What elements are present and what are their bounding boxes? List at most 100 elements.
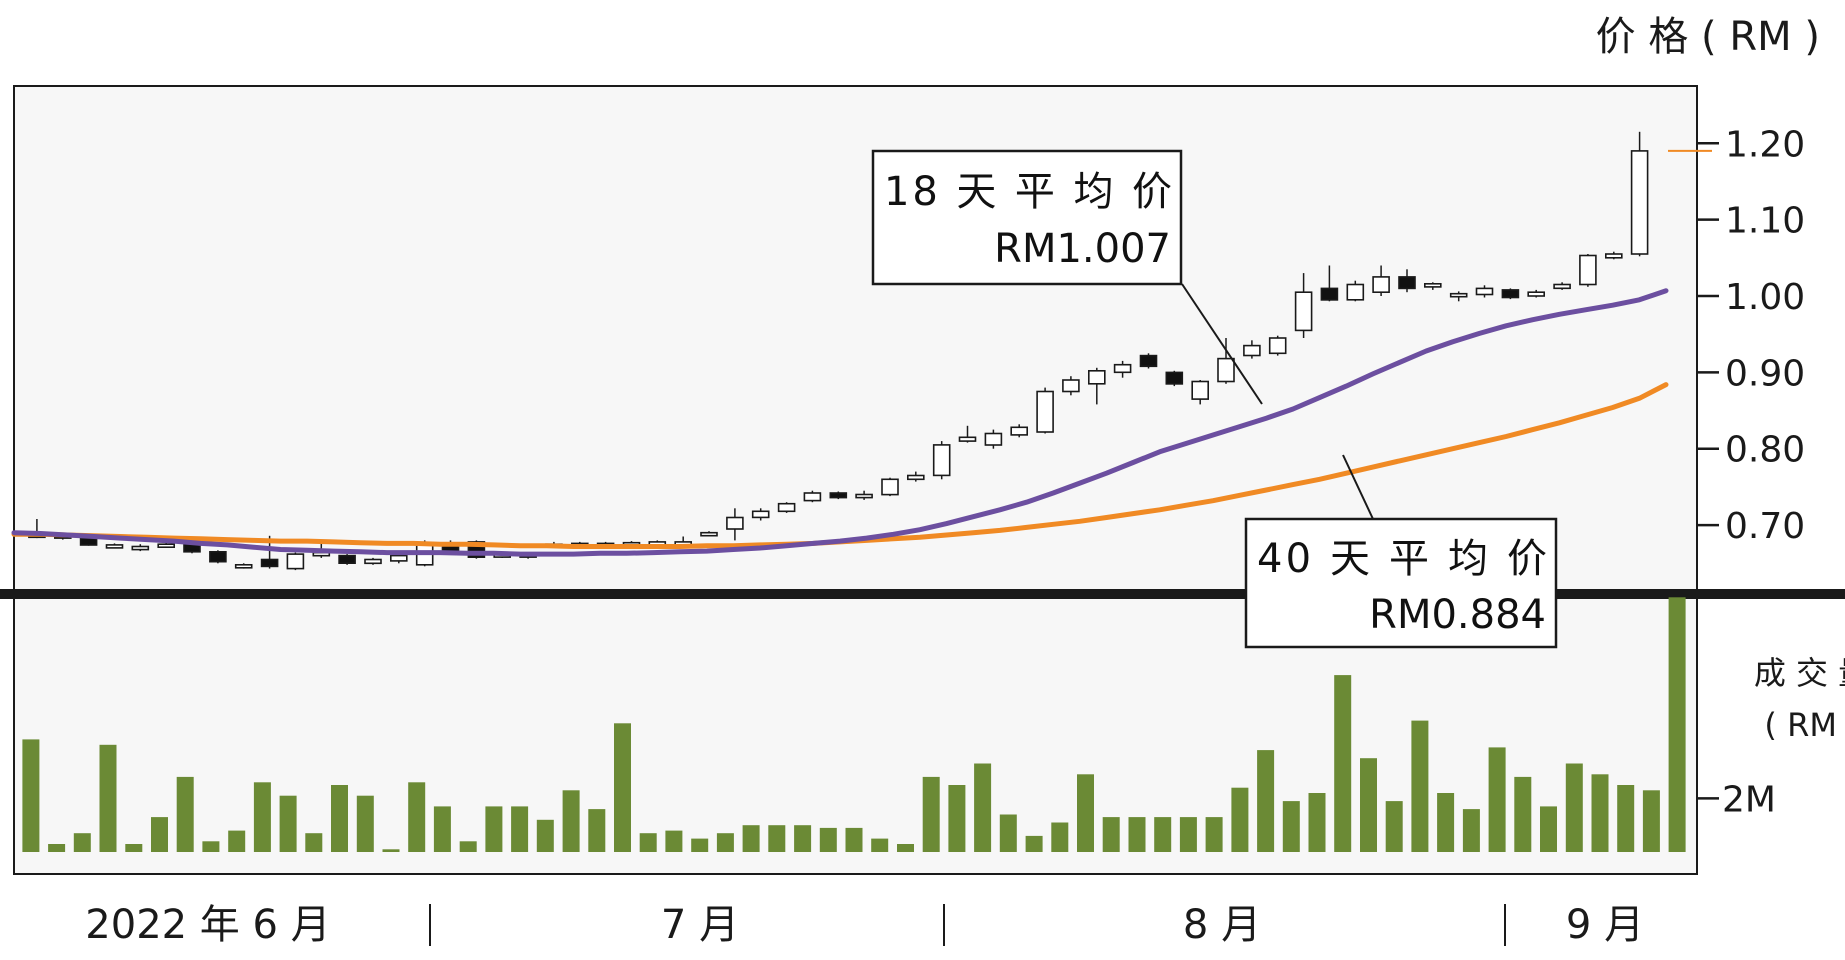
volume-bar: [1025, 835, 1043, 852]
candle: [958, 425, 977, 443]
candle-body: [726, 516, 744, 530]
volume-bar: [1128, 817, 1146, 852]
volume-bar: [151, 817, 168, 852]
ma18-value: RM1.007: [994, 226, 1171, 272]
volume-bar: [1077, 774, 1094, 852]
candle: [131, 544, 150, 552]
candle: [803, 490, 822, 503]
candle: [855, 490, 873, 500]
volume-bar: [125, 844, 143, 852]
volume-bar: [768, 825, 786, 852]
month-label: 2022 年 6 月: [85, 902, 330, 948]
panel-divider: [0, 589, 1845, 599]
volume-bar: [228, 830, 246, 852]
candle-body: [1294, 291, 1313, 332]
volume-bar: [1231, 787, 1249, 852]
volume-bar: [1308, 793, 1326, 852]
volume-bar: [1617, 785, 1635, 852]
candle: [1527, 289, 1545, 298]
candle: [726, 508, 744, 541]
month-label: 7 月: [661, 902, 739, 948]
candle-body: [1113, 363, 1132, 374]
volume-bar: [485, 806, 503, 852]
volume-bar: [305, 833, 323, 852]
volume-unit-label-line1: 成 交 量: [1754, 654, 1845, 692]
price-tick-label: 1.10: [1725, 201, 1805, 242]
volume-bars: [22, 597, 1686, 852]
candle: [1501, 288, 1520, 300]
candle: [286, 552, 305, 571]
candle-body: [984, 432, 1003, 446]
candle: [1398, 269, 1416, 293]
candle-body: [700, 531, 718, 537]
candle-body: [157, 543, 175, 549]
ma18-label: 18 天 平 均 价: [884, 169, 1172, 215]
volume-bar: [1360, 758, 1377, 852]
candle-body: [1165, 371, 1184, 385]
candle-body: [881, 478, 899, 496]
volume-bar: [536, 819, 554, 852]
volume-bar: [253, 782, 271, 852]
ma40-leader-line: [1342, 454, 1374, 520]
volume-bar: [897, 844, 914, 852]
volume-unit-label-line2: ( RM ): [1764, 706, 1845, 744]
volume-bar: [974, 763, 992, 852]
candle-body: [1553, 283, 1571, 290]
moving-averages: [11, 149, 1712, 557]
month-label: 8 月: [1183, 902, 1261, 948]
volume-bar: [742, 825, 760, 852]
candle: [751, 508, 770, 521]
ma40-label: 40 天 平 均 价: [1257, 536, 1547, 582]
candle: [209, 550, 227, 564]
candle-body: [1088, 369, 1106, 385]
candle-body: [1449, 292, 1468, 298]
candle: [906, 471, 925, 482]
volume-bar: [999, 814, 1017, 852]
candle-body: [1320, 287, 1339, 301]
volume-bar: [819, 827, 837, 852]
candle-body: [1268, 337, 1287, 355]
ma40-value: RM0.884: [1369, 592, 1546, 638]
volume-bar: [922, 776, 940, 852]
volume-bar: [1488, 747, 1506, 852]
candle: [1088, 367, 1106, 405]
candle-body: [105, 544, 124, 549]
candle-body: [1062, 379, 1080, 393]
candle: [1010, 424, 1029, 438]
volume-bar: [408, 782, 426, 852]
volume-bar: [1179, 817, 1197, 852]
volume-bar: [871, 838, 889, 852]
volume-bar: [1591, 774, 1609, 852]
candle-body: [932, 444, 951, 477]
volume-bar: [1514, 776, 1532, 852]
candle-body: [1036, 390, 1054, 433]
candle-body: [1191, 380, 1209, 400]
candle: [1294, 273, 1313, 338]
volume-bar: [176, 776, 194, 852]
ma40-callout-box: [1244, 517, 1558, 649]
candle: [1630, 131, 1649, 257]
candle: [1243, 340, 1261, 359]
volume-bar: [433, 806, 451, 852]
volume-bar: [1642, 790, 1660, 852]
volume-bar: [1462, 809, 1480, 852]
candle: [1320, 265, 1339, 302]
candle-body: [234, 563, 253, 569]
ma18-leader-line: [1181, 283, 1263, 405]
candle: [1062, 376, 1080, 396]
candle-body: [777, 502, 796, 513]
candle-body: [958, 436, 977, 442]
candle: [1424, 282, 1442, 290]
volume-bar: [691, 838, 709, 852]
volume-bar: [1334, 675, 1352, 852]
volume-bar: [1668, 597, 1686, 852]
month-label: 9 月: [1566, 902, 1644, 948]
candle: [881, 477, 899, 497]
candle-body: [1372, 276, 1390, 293]
candle: [777, 502, 796, 513]
price-tick-label: 0.90: [1725, 353, 1805, 394]
candle: [1475, 285, 1494, 298]
candle: [1036, 387, 1054, 434]
candle-body: [1217, 357, 1235, 383]
volume-bar: [511, 806, 529, 852]
